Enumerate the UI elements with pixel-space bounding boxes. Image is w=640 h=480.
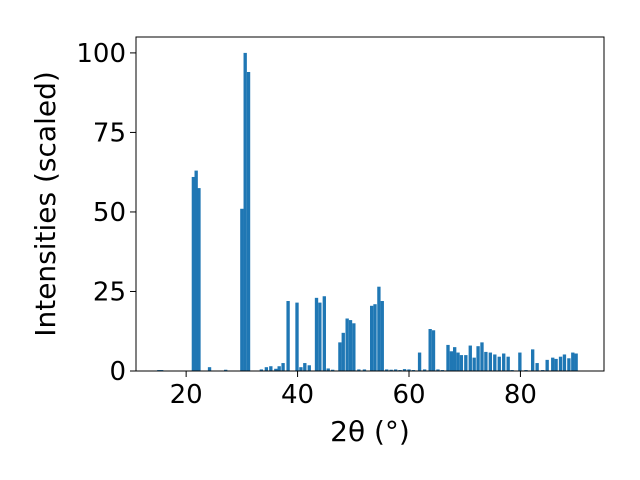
bar (574, 353, 578, 371)
y-axis-label: Intensities (scaled) (29, 71, 62, 337)
bar (472, 357, 476, 371)
bar (456, 352, 460, 371)
bar (345, 318, 349, 371)
y-tick-label: 100 (76, 39, 126, 69)
y-tick-label: 25 (93, 277, 126, 307)
bar (194, 170, 198, 371)
bar (299, 367, 303, 371)
bar (303, 363, 307, 371)
bar (567, 358, 571, 371)
bar (446, 344, 450, 371)
bar (307, 365, 311, 371)
bar (274, 368, 278, 371)
bar (243, 52, 247, 372)
bar (380, 301, 384, 371)
bar (338, 342, 342, 371)
bar (562, 354, 567, 371)
bar (480, 342, 484, 371)
bar (436, 369, 440, 371)
x-tick-label: 80 (504, 380, 537, 410)
bar (493, 354, 497, 371)
bar (277, 366, 281, 371)
bar (357, 369, 361, 371)
bar (488, 352, 493, 371)
bar (246, 71, 251, 372)
bar (370, 305, 374, 371)
bar (348, 320, 353, 371)
bar (422, 369, 427, 371)
bar (468, 345, 472, 371)
bar (571, 352, 575, 371)
bar (264, 367, 269, 371)
bar (322, 296, 326, 371)
y-axis: 0 25 50 75 100 (76, 39, 136, 387)
bar (417, 352, 422, 371)
bar (259, 369, 264, 371)
bar (286, 301, 290, 371)
bar (402, 369, 407, 371)
bar (476, 346, 480, 371)
bar (224, 369, 228, 371)
bar (240, 208, 244, 371)
x-axis-label: 2θ (°) (330, 415, 410, 448)
bar (554, 358, 558, 371)
x-tick-label: 20 (170, 380, 203, 410)
bar (389, 369, 393, 371)
bar (484, 351, 488, 371)
bar (326, 368, 330, 371)
bar (207, 367, 212, 371)
x-tick-label: 60 (392, 380, 425, 410)
bar (459, 355, 464, 371)
bar (518, 352, 522, 371)
bar-series (157, 52, 578, 372)
bar (531, 349, 535, 371)
bar (464, 355, 468, 371)
bar (331, 369, 335, 371)
bar (269, 366, 273, 371)
bar (281, 363, 285, 371)
bar (545, 359, 549, 371)
bar (558, 356, 563, 371)
bar (373, 304, 377, 371)
bar (191, 176, 196, 371)
bar (393, 369, 398, 371)
bar (385, 369, 389, 371)
bar (295, 302, 299, 371)
bar (197, 188, 201, 371)
bar (449, 351, 454, 371)
y-tick-label: 50 (93, 198, 126, 228)
x-tick-label: 40 (281, 380, 314, 410)
bar (453, 347, 457, 371)
bar (535, 363, 539, 371)
y-tick-label: 75 (93, 118, 126, 148)
bar (318, 302, 322, 371)
bar (506, 356, 510, 371)
x-axis: 20 40 60 80 (170, 371, 537, 410)
bar (497, 356, 501, 371)
plot-frame (135, 36, 605, 372)
bar (314, 297, 319, 371)
y-tick-label: 0 (109, 357, 126, 387)
bar (362, 369, 367, 371)
bar (431, 330, 436, 371)
bar (502, 353, 506, 371)
bar (377, 286, 381, 371)
bar (407, 369, 411, 371)
bar (428, 329, 432, 371)
bar (551, 357, 555, 371)
bar (352, 323, 356, 371)
bar (341, 332, 345, 371)
